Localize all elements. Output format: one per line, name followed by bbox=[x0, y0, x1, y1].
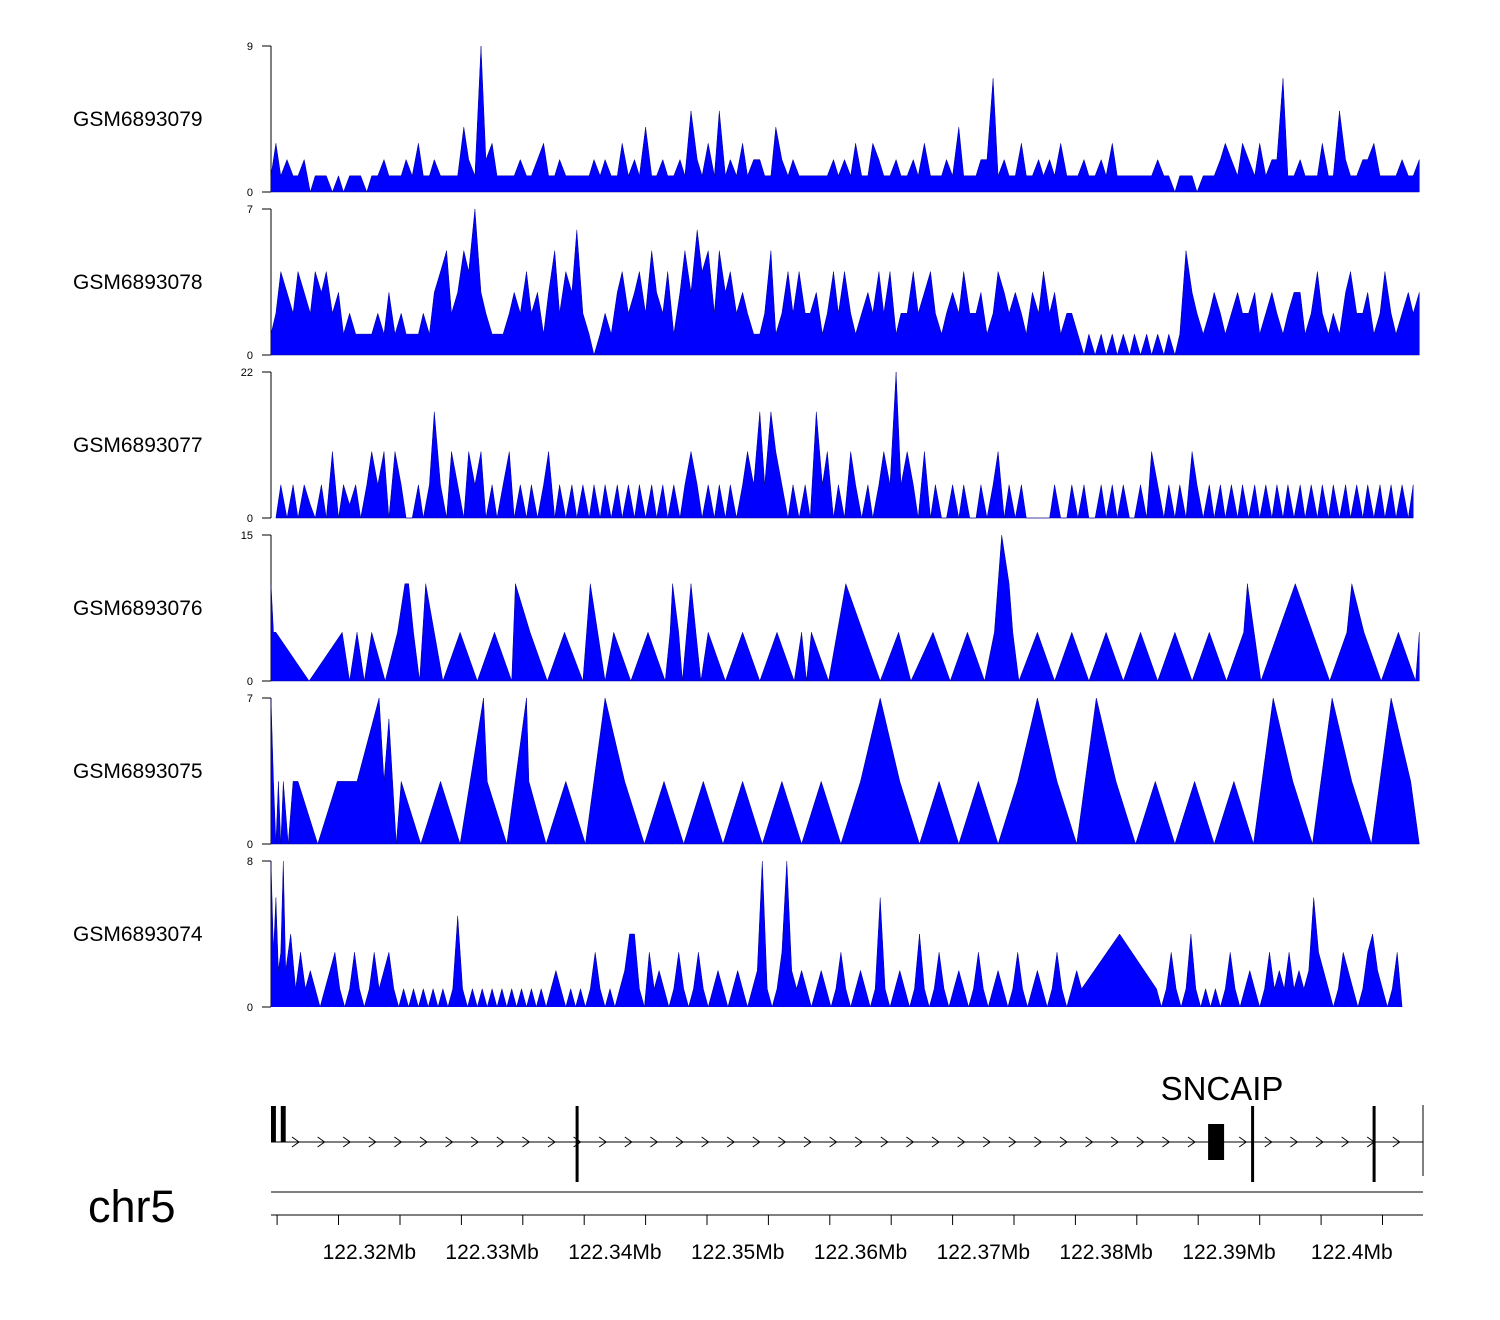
strand-arrow bbox=[931, 1136, 940, 1148]
strand-arrow bbox=[906, 1136, 915, 1148]
x-tick-label: 122.33Mb bbox=[445, 1241, 538, 1264]
strand-arrow bbox=[752, 1136, 761, 1148]
strand-arrow bbox=[1034, 1136, 1043, 1148]
strand-arrow bbox=[368, 1136, 377, 1148]
strand-arrow bbox=[445, 1136, 454, 1148]
strand-arrow bbox=[726, 1136, 736, 1148]
strand-arrow bbox=[1341, 1136, 1350, 1148]
y-tick-label-max: 7 bbox=[247, 204, 253, 216]
gene-label: SNCAIP bbox=[1161, 1070, 1284, 1107]
strand-arrow bbox=[1392, 1136, 1401, 1148]
strand-arrow bbox=[1162, 1136, 1171, 1148]
y-tick-label-min: 0 bbox=[247, 839, 253, 851]
exon bbox=[271, 1106, 276, 1142]
y-tick-label-max: 9 bbox=[247, 41, 253, 53]
strand-arrow bbox=[650, 1136, 659, 1148]
x-tick-label: 122.37Mb bbox=[937, 1241, 1030, 1264]
track-GSM6893078: GSM6893078 7 0 bbox=[73, 204, 1420, 362]
strand-arrow bbox=[701, 1136, 710, 1148]
strand-arrow bbox=[803, 1136, 812, 1148]
strand-arrow bbox=[1290, 1136, 1299, 1148]
exon bbox=[280, 1106, 286, 1142]
strand-arrow bbox=[598, 1136, 608, 1148]
genomic-axis: chr5 122.32Mb 122.33Mb 122.34Mb 122.35Mb 122… bbox=[88, 1181, 1423, 1264]
strand-arrow bbox=[496, 1136, 505, 1148]
track-GSM6893079: GSM6893079 9 0 bbox=[73, 41, 1420, 199]
strand-arrow bbox=[1085, 1136, 1094, 1148]
y-tick-label-min: 0 bbox=[247, 676, 253, 688]
x-tick-label: 122.34Mb bbox=[568, 1241, 661, 1264]
coverage-area bbox=[270, 860, 1403, 1008]
strand-arrow bbox=[957, 1136, 966, 1148]
strand-arrow bbox=[342, 1136, 352, 1148]
strand-arrow bbox=[829, 1136, 838, 1148]
y-tick-label-min: 0 bbox=[247, 187, 253, 199]
track-GSM6893074: GSM6893074 8 0 bbox=[73, 856, 1403, 1014]
strand-arrow bbox=[1315, 1136, 1324, 1148]
strand-arrow bbox=[675, 1136, 684, 1148]
x-tick-label: 122.32Mb bbox=[323, 1241, 416, 1264]
track-label: GSM6893075 bbox=[73, 760, 203, 783]
coverage-area bbox=[270, 697, 1420, 845]
strand-arrow bbox=[1136, 1136, 1145, 1148]
x-tick-label: 122.4Mb bbox=[1311, 1241, 1393, 1264]
strand-arrow bbox=[1238, 1136, 1248, 1148]
coverage-area bbox=[275, 371, 1414, 519]
strand-arrow bbox=[1110, 1136, 1120, 1148]
track-label: GSM6893074 bbox=[73, 923, 203, 946]
x-tick-label: 122.35Mb bbox=[691, 1241, 784, 1264]
x-tick-label: 122.39Mb bbox=[1182, 1241, 1275, 1264]
coverage-area bbox=[270, 45, 1420, 193]
coverage-area bbox=[270, 208, 1420, 356]
y-tick-label-min: 0 bbox=[247, 350, 253, 362]
gene-model-track: SNCAIP bbox=[271, 1070, 1424, 1182]
y-tick-label-min: 0 bbox=[247, 513, 253, 525]
x-tick-label: 122.38Mb bbox=[1059, 1241, 1152, 1264]
track-label: GSM6893079 bbox=[73, 108, 203, 131]
strand-arrow bbox=[778, 1136, 787, 1148]
strand-arrow bbox=[880, 1136, 889, 1148]
strand-arrow bbox=[1059, 1136, 1068, 1148]
y-tick-label-max: 22 bbox=[241, 367, 253, 379]
track-GSM6893077: GSM6893077 22 0 bbox=[73, 367, 1414, 525]
strand-arrow bbox=[982, 1136, 992, 1148]
strand-arrow bbox=[470, 1136, 480, 1148]
strand-arrow bbox=[1264, 1136, 1273, 1148]
strand-arrow bbox=[1187, 1136, 1196, 1148]
strand-arrow bbox=[1008, 1136, 1017, 1148]
strand-arrow bbox=[522, 1136, 531, 1148]
strand-arrow bbox=[317, 1136, 326, 1148]
y-tick-label-max: 15 bbox=[241, 530, 253, 542]
track-label: GSM6893077 bbox=[73, 434, 203, 457]
strand-arrow bbox=[419, 1136, 428, 1148]
x-tick-label: 122.36Mb bbox=[814, 1241, 907, 1264]
track-label: GSM6893078 bbox=[73, 271, 203, 294]
exon bbox=[1208, 1124, 1225, 1160]
coverage-tracks: GSM689307990GSM689307870GSM6893077220GSM… bbox=[73, 41, 1420, 1014]
coverage-area bbox=[270, 534, 1420, 682]
exon bbox=[1372, 1106, 1376, 1182]
strand-arrow bbox=[547, 1136, 556, 1148]
y-tick-label-max: 7 bbox=[247, 693, 253, 705]
exon bbox=[575, 1106, 579, 1182]
chromosome-label: chr5 bbox=[88, 1181, 176, 1232]
strand-arrow bbox=[291, 1136, 300, 1148]
y-tick-label-max: 8 bbox=[247, 856, 253, 868]
y-tick-label-min: 0 bbox=[247, 1002, 253, 1014]
track-GSM6893075: GSM6893075 7 0 bbox=[73, 693, 1420, 851]
strand-arrow bbox=[624, 1136, 633, 1148]
track-GSM6893076: GSM6893076 15 0 bbox=[73, 530, 1420, 688]
track-label: GSM6893076 bbox=[73, 597, 203, 620]
strand-arrow bbox=[394, 1136, 403, 1148]
strand-arrow bbox=[854, 1136, 864, 1148]
exon bbox=[1251, 1106, 1255, 1182]
